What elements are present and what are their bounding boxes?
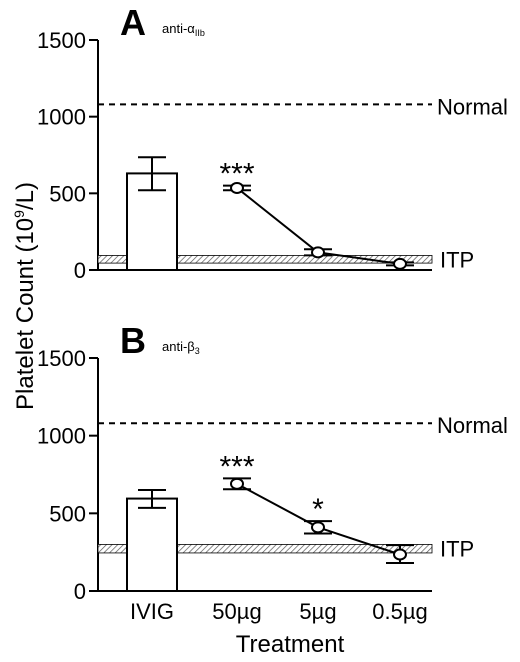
significance-marker: *** bbox=[219, 450, 254, 483]
data-point bbox=[393, 548, 407, 561]
panel-subtitle-subscript: IIb bbox=[195, 28, 205, 38]
panel-subtitle: anti-β3 bbox=[162, 339, 200, 356]
itp-band-label: ITP bbox=[440, 537, 474, 562]
significance-marker: *** bbox=[219, 158, 254, 191]
y-tick-label: 1000 bbox=[37, 105, 86, 130]
data-point bbox=[230, 477, 244, 490]
x-axis-label: Treatment bbox=[236, 631, 345, 658]
panel-subtitle-base: anti-α bbox=[162, 21, 195, 36]
y-tick-label: 1000 bbox=[37, 424, 86, 449]
normal-line-label: Normal bbox=[437, 94, 508, 119]
panel-subtitle-subscript: 3 bbox=[195, 346, 200, 356]
y-tick-label: 500 bbox=[49, 181, 86, 206]
x-tick-label: IVIG bbox=[130, 599, 174, 624]
normal-line-label: Normal bbox=[437, 413, 508, 438]
y-axis-label-tail: /L) bbox=[12, 182, 39, 210]
data-point bbox=[311, 521, 325, 534]
x-tick-label: 50µg bbox=[212, 599, 261, 624]
data-point bbox=[230, 181, 244, 194]
panel-letter: B bbox=[120, 320, 146, 361]
y-tick-label: 0 bbox=[74, 579, 86, 604]
panel-subtitle: anti-αIIb bbox=[162, 21, 205, 38]
significance-marker: * bbox=[312, 493, 324, 526]
panel-letter: A bbox=[120, 2, 146, 43]
y-tick-label: 500 bbox=[49, 501, 86, 526]
ivig-bar bbox=[126, 497, 178, 592]
panel-subtitle-base: anti-β bbox=[162, 339, 195, 354]
x-tick-label: 5µg bbox=[299, 599, 336, 624]
y-tick-label: 1500 bbox=[37, 346, 86, 371]
itp-reference-band bbox=[97, 255, 433, 264]
y-axis-label-main: Platelet Count (10 bbox=[12, 218, 39, 410]
itp-band-label: ITP bbox=[440, 247, 474, 272]
y-tick-label: 1500 bbox=[37, 28, 86, 53]
y-axis-label-exponent: 9 bbox=[11, 210, 27, 218]
x-tick-label: 0.5µg bbox=[372, 599, 428, 624]
data-point bbox=[311, 246, 325, 259]
y-tick-label: 0 bbox=[74, 258, 86, 283]
data-point bbox=[393, 257, 407, 270]
itp-reference-band bbox=[97, 544, 433, 554]
y-axis-label: Platelet Count (109/L) bbox=[11, 182, 39, 410]
